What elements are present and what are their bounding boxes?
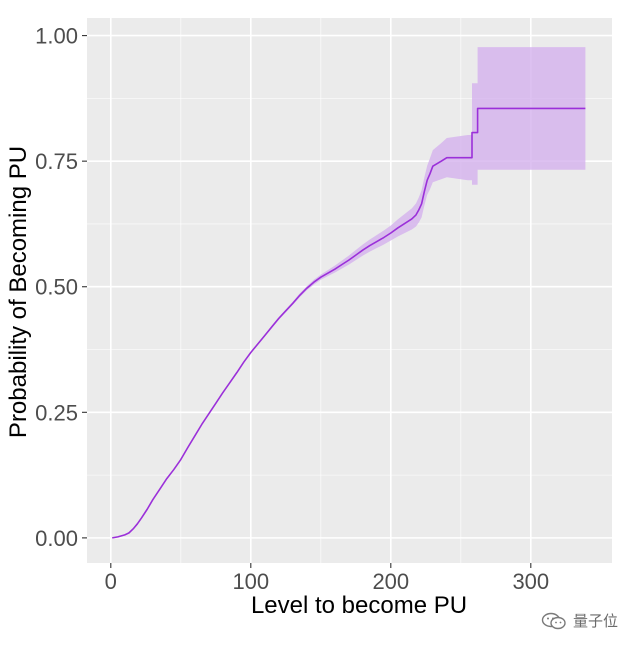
y-axis: 0.00 0.25 0.50 0.75 1.00 — [35, 24, 87, 551]
x-tick-label: 0 — [105, 569, 117, 594]
wechat-logo-icon — [541, 612, 566, 629]
y-axis-title: Probability of Becoming PU — [5, 146, 32, 438]
y-tick-label: 0.75 — [35, 149, 78, 174]
y-tick-label: 1.00 — [35, 24, 78, 49]
probability-line — [112, 107, 586, 539]
x-tick-label: 200 — [372, 569, 409, 594]
x-tick-label: 300 — [512, 569, 549, 594]
x-axis-title: Level to become PU — [251, 592, 467, 619]
x-axis: 0 100 200 300 — [105, 563, 549, 594]
watermark: 量子位 — [541, 610, 618, 631]
y-tick-label: 0.25 — [35, 400, 78, 425]
watermark-text: 量子位 — [572, 612, 618, 630]
x-tick-label: 100 — [232, 569, 269, 594]
y-tick-label: 0.00 — [35, 526, 78, 551]
confidence-ribbon — [112, 47, 586, 538]
y-tick-label: 0.50 — [35, 275, 78, 300]
major-grid — [87, 18, 612, 563]
